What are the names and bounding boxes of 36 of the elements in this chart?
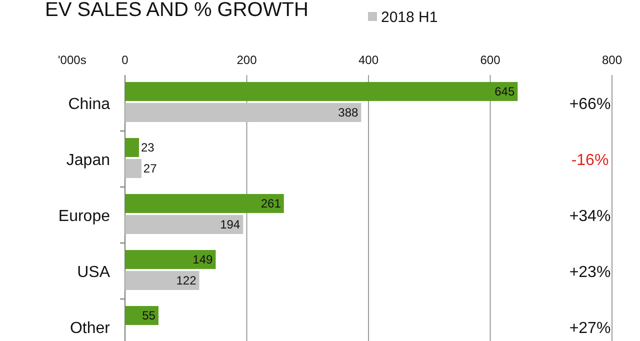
y-tick-label: Other	[70, 320, 111, 337]
data-label: 261	[260, 196, 282, 210]
bar	[125, 159, 142, 178]
bar	[125, 82, 518, 101]
legend-label: 2018 H1	[381, 9, 438, 26]
x-tick-label: 800	[602, 53, 622, 67]
data-label: 645	[494, 84, 515, 98]
data-label: 388	[338, 106, 359, 120]
y-tick-label: Europe	[58, 208, 110, 225]
data-label: 55	[142, 308, 156, 322]
x-axis-title: '000s	[58, 53, 86, 67]
x-tick-label: 200	[236, 53, 258, 67]
bar	[125, 306, 158, 325]
bar	[125, 138, 139, 157]
y-tick-label: Japan	[66, 152, 110, 169]
x-tick-label: 600	[480, 53, 501, 67]
y-tick-label: China	[68, 96, 110, 113]
data-label: 23	[141, 140, 155, 154]
chart-title: EV SALES AND % GROWTH	[45, 0, 308, 21]
x-tick-label: 0	[122, 53, 129, 67]
bar	[125, 250, 216, 269]
annotation: +27%	[569, 320, 611, 337]
annotation: +23%	[569, 264, 611, 281]
annotation: +34%	[569, 208, 611, 225]
data-label: 27	[143, 162, 158, 176]
data-label: 194	[220, 218, 240, 232]
data-label: 149	[192, 252, 214, 266]
bar	[125, 215, 244, 234]
x-tick-label: 400	[358, 53, 379, 67]
data-label: 122	[176, 274, 197, 288]
bar	[125, 103, 362, 122]
annotation: -16%	[571, 152, 609, 169]
bar	[125, 194, 284, 213]
bar	[125, 271, 200, 290]
y-tick-label: USA	[77, 264, 110, 281]
annotation: +66%	[569, 96, 611, 113]
